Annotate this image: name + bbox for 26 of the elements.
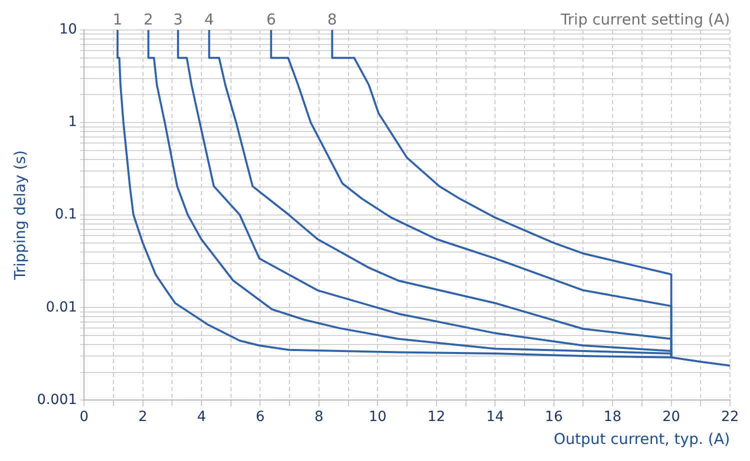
y-tick-label: 0.1 — [54, 206, 78, 223]
series-label: 1 — [112, 10, 122, 28]
y-tick-label: 1 — [68, 114, 78, 130]
x-tick-label: 10 — [368, 409, 387, 426]
series-label: 6 — [266, 10, 276, 28]
x-tick-label: 2 — [138, 409, 148, 426]
series-label: 2 — [144, 10, 154, 28]
x-tick-label: 20 — [662, 409, 680, 426]
legend-title: Trip current setting (A) — [560, 10, 730, 28]
y-tick-label: 0.01 — [46, 299, 78, 316]
y-tick-label: 10 — [59, 22, 78, 38]
y-axis-title: Tripping delay (s) — [10, 150, 29, 281]
x-tick-label: 14 — [486, 409, 504, 426]
x-axis-title: Output current, typ. (A) — [554, 430, 730, 448]
x-tick-label: 22 — [721, 409, 739, 426]
y-tick-label: 0.001 — [36, 392, 78, 408]
series-label: 4 — [204, 10, 214, 28]
x-tick-label: 8 — [314, 409, 324, 426]
series-label: 3 — [173, 10, 183, 28]
series-label: 8 — [327, 10, 337, 28]
x-tick-label: 12 — [427, 409, 446, 426]
x-tick-label: 16 — [544, 409, 563, 426]
x-tick-label: 0 — [80, 409, 89, 426]
x-tick-label: 4 — [197, 409, 206, 426]
x-tick-label: 6 — [256, 409, 265, 426]
x-tick-label: 18 — [604, 409, 622, 426]
